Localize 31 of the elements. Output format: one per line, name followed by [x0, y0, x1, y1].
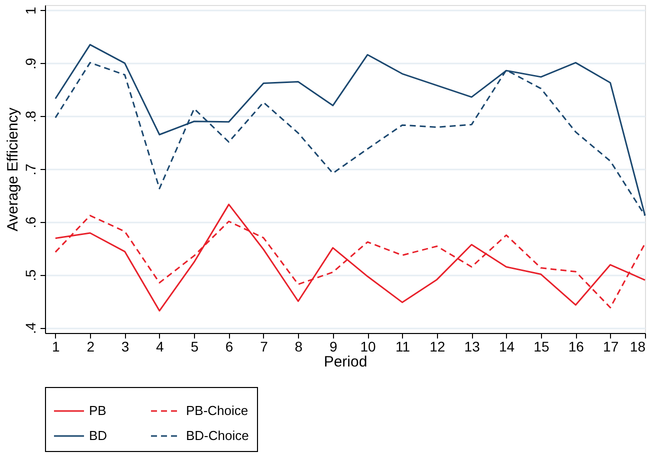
x-tick-label: 12: [430, 338, 446, 354]
x-tick-label: 3: [121, 338, 130, 354]
x-tick-label: 13: [464, 338, 480, 354]
x-tick-label: 16: [568, 338, 584, 354]
legend-label: BD-Choice: [186, 428, 249, 443]
x-tick-label: 10: [360, 338, 376, 354]
x-tick-label: 2: [86, 338, 95, 354]
y-tick-label: .8: [22, 110, 38, 122]
x-tick-label: 7: [260, 338, 268, 354]
y-tick-label: .6: [22, 216, 38, 228]
x-axis-title: Period: [324, 354, 368, 370]
x-tick-label: 18: [630, 338, 646, 354]
legend-label: PB: [89, 403, 106, 418]
y-tick-label: .5: [22, 269, 38, 282]
x-tick-label: 17: [603, 338, 619, 354]
legend-label: BD: [89, 428, 108, 443]
x-tick-label: 15: [534, 338, 550, 354]
x-tick-label: 5: [190, 338, 199, 354]
y-tick-label: .7: [22, 163, 38, 176]
y-tick-label: .9: [22, 58, 38, 70]
x-tick-label: 9: [329, 338, 338, 354]
y-tick-label: 1: [22, 6, 38, 15]
x-tick-label: 4: [156, 338, 164, 354]
y-tick-label: .4: [22, 322, 38, 334]
x-tick-label: 8: [294, 338, 303, 354]
legend-label: PB-Choice: [186, 403, 248, 418]
y-axis-title: Average Efficiency: [4, 107, 22, 232]
x-tick-label: 1: [52, 338, 60, 354]
x-tick-label: 6: [225, 338, 234, 354]
x-tick-label: 11: [395, 338, 410, 354]
x-tick-label: 14: [498, 338, 515, 354]
